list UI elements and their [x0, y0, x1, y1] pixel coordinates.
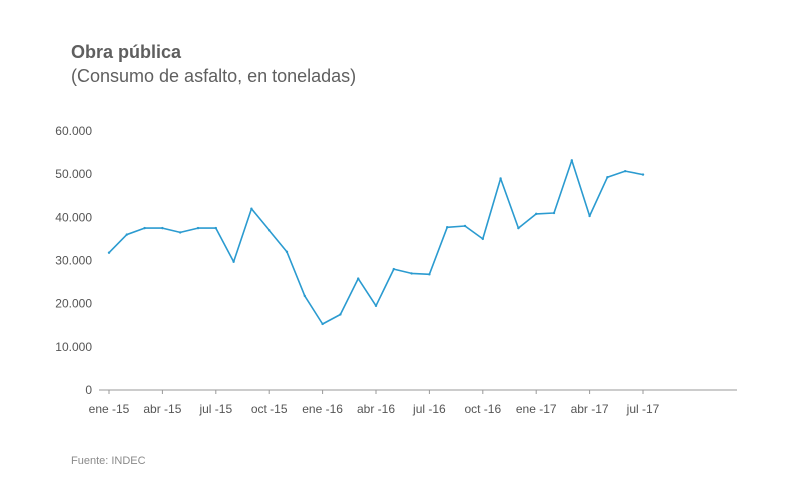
data-point	[392, 267, 395, 271]
x-tick-label: ene -15	[89, 402, 130, 416]
data-point	[499, 177, 502, 180]
data-point	[250, 207, 253, 210]
data-point	[374, 304, 378, 308]
x-tick-label: jul -17	[626, 402, 660, 416]
x-tick-label: jul -16	[412, 402, 446, 416]
data-point	[517, 226, 520, 230]
data-point	[339, 313, 342, 316]
data-point	[552, 211, 556, 215]
y-tick-label: 50.000	[55, 167, 92, 181]
chart-subtitle: (Consumo de asfalto, en toneladas)	[71, 66, 357, 86]
y-tick-label: 30.000	[55, 254, 92, 268]
data-point	[196, 226, 200, 230]
y-tick-label: 10.000	[55, 340, 92, 354]
data-point	[624, 169, 627, 173]
data-point	[179, 231, 182, 234]
data-point	[268, 229, 271, 232]
data-point	[321, 322, 324, 326]
data-point	[232, 260, 235, 263]
data-point	[410, 272, 413, 275]
x-tick-label: oct -15	[251, 402, 288, 416]
y-tick-label: 40.000	[55, 210, 92, 224]
source-note: Fuente: INDEC	[71, 455, 146, 467]
data-point	[570, 159, 573, 162]
x-tick-label: ene -17	[516, 402, 557, 416]
data-point	[446, 226, 449, 229]
x-tick-label: abr -16	[357, 402, 395, 416]
data-point	[285, 250, 289, 254]
data-point	[463, 224, 467, 228]
data-point	[143, 226, 146, 230]
data-point	[125, 233, 128, 236]
x-tick-label: oct -16	[464, 402, 501, 416]
data-point	[214, 226, 217, 230]
data-point	[588, 214, 591, 218]
data-point	[606, 175, 609, 179]
series-line	[108, 159, 644, 325]
y-tick-label: 0	[85, 383, 92, 397]
x-tick-label: ene -16	[302, 402, 343, 416]
x-tick-label: abr -17	[571, 402, 609, 416]
y-tick-label: 20.000	[55, 297, 92, 311]
data-point	[161, 226, 164, 230]
x-tick-label: abr -15	[143, 402, 181, 416]
data-point	[303, 294, 306, 298]
x-tick-label: jul -15	[198, 402, 232, 416]
data-point	[641, 173, 645, 176]
data-point	[535, 212, 538, 216]
chart-title: Obra pública	[71, 42, 182, 62]
data-point	[428, 273, 431, 276]
y-tick-label: 60.000	[55, 124, 92, 138]
data-point	[481, 237, 484, 241]
data-point	[107, 251, 111, 254]
data-point	[357, 277, 360, 280]
